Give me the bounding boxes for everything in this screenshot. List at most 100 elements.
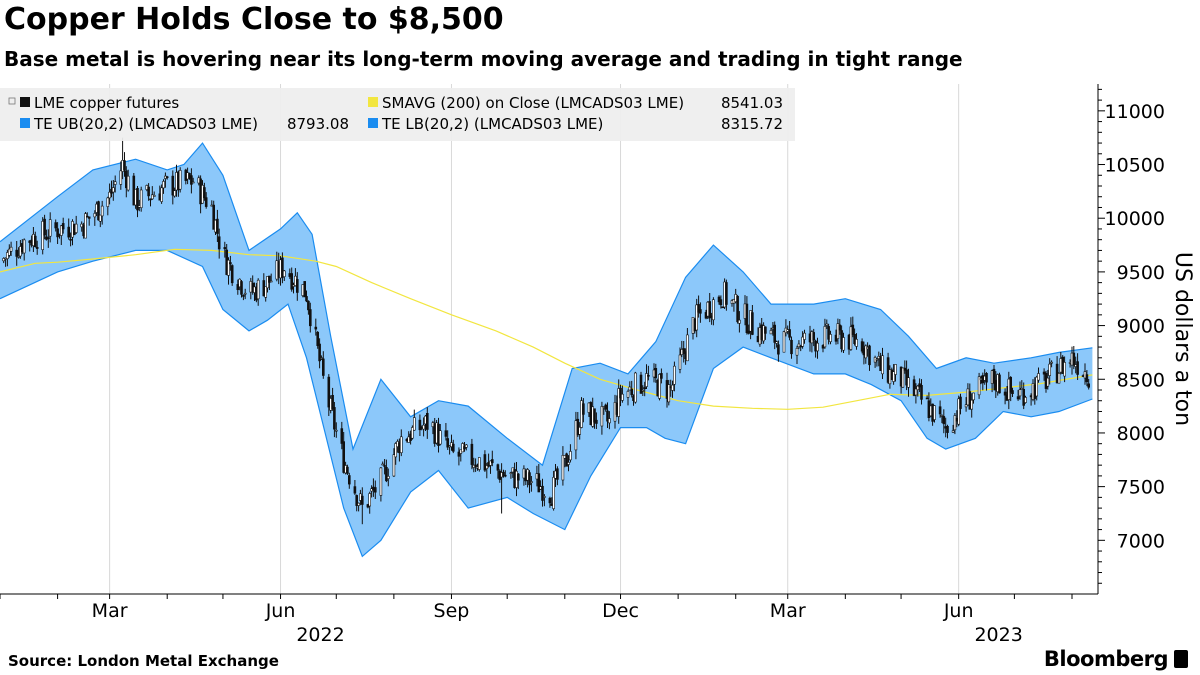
candle-body — [903, 367, 907, 371]
candle-body — [790, 339, 793, 355]
candle-body — [747, 330, 751, 334]
candle-body — [204, 197, 208, 207]
candle-body — [621, 393, 624, 401]
axes: 7000 7500 8000 8500 9000 9500 10000 10500 11000 U… — [0, 84, 1195, 646]
legend-swatch — [20, 118, 30, 128]
candle-body — [725, 282, 728, 305]
candle-body — [964, 404, 968, 408]
candle-body — [485, 465, 489, 470]
x-tick-label: Jun — [265, 600, 296, 622]
candle-body — [801, 336, 804, 347]
candle-body — [745, 303, 749, 334]
candle-body — [152, 195, 156, 197]
candle-body — [93, 213, 97, 218]
candle-body — [281, 257, 284, 278]
candle-body — [699, 309, 702, 314]
candle-body — [901, 367, 905, 388]
candle-body — [268, 275, 271, 283]
candle-body — [307, 300, 310, 311]
candle-body — [970, 399, 974, 410]
candle-body — [1072, 352, 1076, 366]
bloomberg-terminal-icon — [1174, 650, 1188, 668]
x-tick-label: Dec — [602, 600, 639, 622]
candle-body — [216, 218, 219, 234]
candle-body — [139, 189, 143, 209]
candle-body — [671, 384, 674, 391]
candle-body — [229, 262, 232, 265]
candle-body — [977, 376, 981, 396]
candle-body — [305, 296, 308, 302]
x-tick-label: Jun — [943, 600, 974, 622]
candle-body — [318, 343, 321, 362]
x-tick-label: Mar — [770, 600, 806, 622]
candle-body — [41, 221, 45, 251]
candle-body — [340, 428, 344, 444]
candle-body — [360, 495, 364, 505]
candle-body — [342, 441, 346, 473]
candle-body — [537, 473, 541, 493]
candle-body — [418, 419, 422, 431]
upper-band-line — [0, 142, 1093, 467]
candle-body — [552, 477, 555, 509]
legend-value: 8793.08 — [287, 115, 349, 133]
candle-body — [217, 236, 221, 250]
candle-body — [191, 181, 195, 184]
candle-body — [242, 295, 245, 297]
candle-body — [556, 468, 559, 480]
candle-body — [162, 181, 165, 189]
legend-value: 8541.03 — [721, 94, 783, 112]
candle-body — [165, 176, 169, 178]
candle-body — [46, 237, 50, 239]
candle-body — [803, 332, 806, 340]
candle-body — [368, 493, 372, 507]
candle-body — [457, 451, 461, 457]
candle-body — [907, 377, 910, 388]
candle-body — [282, 270, 286, 277]
candle-body — [849, 326, 853, 350]
candle-body — [496, 464, 500, 471]
chart-subtitle: Base metal is hovering near its long-ter… — [4, 47, 963, 71]
candle-body — [411, 427, 414, 439]
candle-body — [1048, 363, 1051, 376]
candle-body — [957, 398, 961, 425]
candle-body — [84, 213, 87, 239]
candle-body — [69, 239, 72, 241]
candle-body — [15, 249, 18, 257]
candle-body — [528, 472, 531, 486]
candle-body — [346, 466, 349, 474]
candle-body — [658, 374, 661, 399]
brand-name: Bloomberg — [1043, 647, 1169, 671]
legend: LME copper futures SMAVG (200) on Close (… — [0, 88, 795, 141]
candle-body — [920, 384, 923, 400]
candle-body — [316, 331, 320, 346]
candle-body — [61, 223, 65, 230]
candle-body — [444, 430, 448, 437]
candle-body — [773, 324, 777, 343]
y-tick-label: 9500 — [1117, 262, 1165, 284]
y-tick-label: 7500 — [1117, 477, 1165, 499]
candle-body — [74, 223, 78, 233]
band-fill — [0, 143, 1093, 557]
candle-body — [503, 474, 507, 477]
candle-body — [868, 345, 871, 366]
candle-body — [992, 368, 996, 384]
candle-body — [851, 324, 855, 335]
candle-body — [2, 258, 6, 262]
candle-body — [474, 464, 477, 467]
y-tick-label: 10500 — [1105, 155, 1165, 177]
candle-body — [373, 487, 377, 493]
candle-body — [171, 175, 175, 196]
candle-body — [953, 415, 957, 431]
x-year-label: 2022 — [296, 624, 344, 646]
candle-body — [509, 472, 513, 475]
candle-body — [327, 376, 331, 408]
legend-swatch — [20, 97, 30, 107]
x-tick-label: Mar — [92, 600, 128, 622]
candle-body — [959, 396, 962, 409]
candle-body — [264, 286, 268, 298]
candle-body — [940, 415, 944, 417]
candle-body — [933, 405, 936, 420]
candle-body — [565, 453, 568, 467]
candle-body — [595, 419, 598, 424]
candle-body — [425, 412, 429, 430]
